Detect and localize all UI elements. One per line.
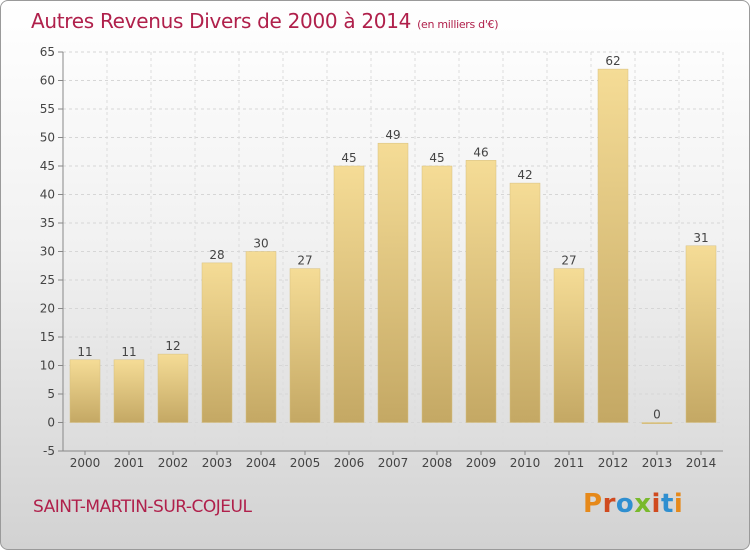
logo-letter: i: [651, 489, 661, 519]
y-tick-label: 65: [40, 45, 55, 59]
x-tick-label: 2013: [642, 456, 673, 470]
bar-2011: [553, 268, 585, 423]
bar-2004: [245, 251, 277, 423]
logo-letter: x: [634, 489, 652, 519]
logo-letter: P: [583, 489, 603, 519]
data-label: 31: [693, 231, 708, 245]
logo-letter: o: [615, 489, 635, 519]
bar-2006: [333, 165, 365, 423]
data-label: 45: [341, 151, 356, 165]
x-tick-label: 2002: [158, 456, 189, 470]
x-tick-label: 2010: [510, 456, 541, 470]
logo-letter: t: [660, 489, 674, 519]
bar-2001: [113, 359, 145, 423]
y-tick-label: 35: [40, 216, 55, 230]
x-tick-label: 2008: [422, 456, 453, 470]
x-tick-label: 2011: [554, 456, 585, 470]
y-tick-label: 25: [40, 273, 55, 287]
data-label: 12: [165, 339, 180, 353]
chart-title-unit: (en milliers d'€): [417, 18, 499, 31]
x-tick-label: 2006: [334, 456, 365, 470]
y-tick-label: 15: [40, 330, 55, 344]
x-tick-label: 2000: [70, 456, 101, 470]
y-tick-label: 55: [40, 102, 55, 116]
data-label: 27: [297, 254, 312, 268]
bar-2009: [465, 160, 497, 423]
bar-2008: [421, 165, 453, 423]
data-label: 62: [605, 54, 620, 68]
x-tick-label: 2009: [466, 456, 497, 470]
data-label: 0: [653, 408, 661, 422]
data-label: 42: [517, 168, 532, 182]
bar-2000: [69, 359, 101, 423]
x-tick-label: 2005: [290, 456, 321, 470]
data-labels: 11 11 12 28 30 27 45 49 45 46 42 27 62 0 31: [77, 54, 708, 421]
logo-letter: r: [602, 489, 616, 519]
y-tick-label: 45: [40, 159, 55, 173]
data-label: 11: [77, 345, 92, 359]
axes: -5 0 5 10 15 20 25 30 35 40 45 50 55 60 65 2000 2001 2002…: [40, 45, 723, 470]
logo-letter: i: [673, 489, 684, 519]
x-tick-label: 2001: [114, 456, 145, 470]
y-tick-label: -5: [43, 444, 55, 458]
y-tick-label: 60: [40, 74, 55, 88]
bars: [69, 68, 717, 424]
x-tick-label: 2012: [598, 456, 629, 470]
bar-2010: [509, 182, 541, 423]
x-tick-label: 2003: [202, 456, 233, 470]
bar-2012: [597, 68, 629, 423]
bar-2003: [201, 262, 233, 423]
data-label: 30: [253, 237, 268, 251]
proxiti-logo: Proxiti: [583, 489, 683, 519]
bar-2002: [157, 353, 189, 423]
data-label: 27: [561, 254, 576, 268]
y-tick-label: 20: [40, 302, 55, 316]
x-tick-label: 2007: [378, 456, 409, 470]
y-tick-label: 40: [40, 188, 55, 202]
chart-title: Autres Revenus Divers de 2000 à 2014 (en …: [31, 9, 499, 33]
data-label: 28: [209, 248, 224, 262]
data-label: 45: [429, 151, 444, 165]
data-label: 46: [473, 145, 488, 159]
bar-2013: [641, 422, 673, 424]
bar-2014: [685, 245, 717, 423]
y-tick-label: 30: [40, 245, 55, 259]
y-tick-label: 5: [47, 387, 55, 401]
data-label: 11: [121, 345, 136, 359]
chart-title-text: Autres Revenus Divers de 2000 à 2014: [31, 9, 412, 33]
x-tick-label: 2014: [686, 456, 717, 470]
x-tick-label: 2004: [246, 456, 277, 470]
bar-2005: [289, 268, 321, 423]
commune-name: SAINT-MARTIN-SUR-COJEUL: [33, 497, 252, 517]
y-tick-label: 50: [40, 131, 55, 145]
bar-2007: [377, 142, 409, 423]
y-tick-label: 0: [47, 416, 55, 430]
y-tick-label: 10: [40, 359, 55, 373]
data-label: 49: [385, 128, 400, 142]
